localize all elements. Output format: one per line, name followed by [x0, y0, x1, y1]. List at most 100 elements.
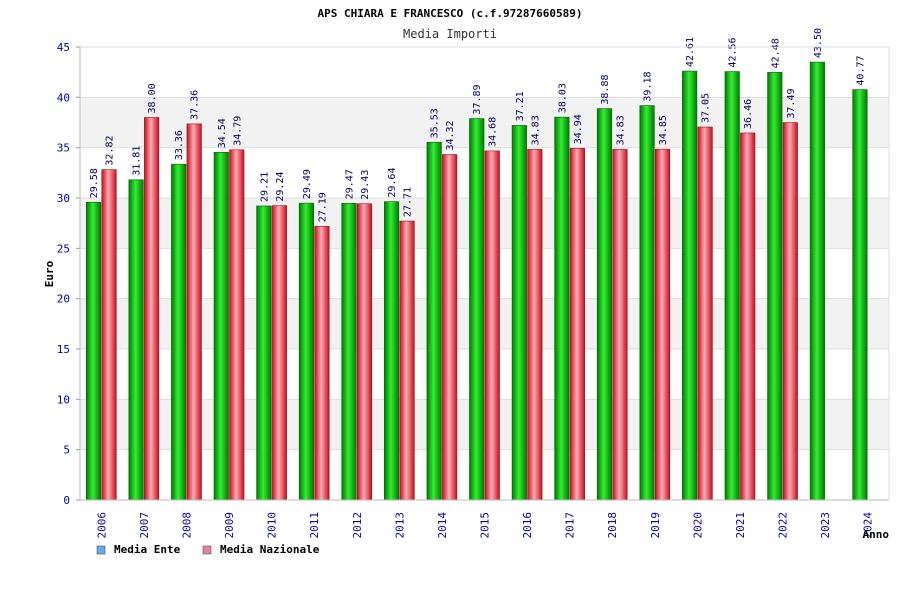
x-tick-label: 2022	[777, 512, 790, 539]
x-tick-label: 2023	[819, 512, 832, 539]
bar-ente-2018	[596, 108, 613, 501]
data-label-nazionale-2014: 34.32	[445, 120, 456, 150]
chart-subtitle: Media Importi	[403, 27, 497, 41]
x-tick-label: 2010	[266, 512, 279, 539]
x-tick-label: 2007	[138, 512, 151, 539]
bar-ente-2012	[341, 203, 357, 501]
data-label-ente-2018: 38.88	[600, 74, 611, 104]
y-tick-label: 20	[57, 293, 70, 306]
data-label-ente-2006: 29.58	[89, 168, 100, 198]
bar-ente-2023	[809, 61, 825, 501]
bar-ente-2022	[767, 72, 783, 501]
data-label-ente-2012: 29.47	[345, 169, 356, 199]
bar-ente-2011	[298, 202, 314, 501]
data-label-ente-2013: 29.64	[387, 168, 398, 198]
bar-nazionale-2010	[271, 205, 287, 501]
bar-ente-2013	[384, 201, 400, 501]
bar-nazionale-2015	[484, 150, 500, 501]
x-tick-label: 2006	[95, 512, 108, 539]
x-tick-label: 2011	[308, 512, 321, 539]
data-label-nazionale-2009: 34.79	[232, 116, 243, 146]
data-label-ente-2015: 37.89	[472, 84, 483, 114]
legend-swatch-nazionale	[202, 545, 212, 555]
bar-ente-2006	[85, 201, 102, 501]
legend-swatch-ente	[96, 545, 106, 555]
bar-ente-2016	[511, 125, 527, 501]
data-label-ente-2023: 43.50	[813, 28, 824, 58]
bar-nazionale-2006	[101, 169, 117, 501]
y-tick-label: 30	[57, 192, 70, 205]
data-label-ente-2016: 37.21	[515, 91, 526, 121]
y-tick-label: 10	[57, 393, 70, 406]
data-label-ente-2007: 31.81	[132, 146, 143, 176]
data-label-nazionale-2015: 34.68	[488, 117, 499, 147]
data-label-nazionale-2019: 34.85	[658, 115, 669, 145]
bar-ente-2021	[724, 71, 740, 501]
x-tick-label: 2021	[734, 512, 747, 539]
bar-nazionale-2021	[740, 132, 756, 501]
y-tick-label: 35	[57, 142, 70, 155]
data-label-nazionale-2008: 37.36	[190, 90, 201, 120]
bar-nazionale-2016	[527, 149, 543, 501]
y-tick-label: 40	[57, 91, 70, 104]
axes-layer: 0 5 10 15 20 25 30 35 40 45 2006 2007 2008 2009 2010 20…	[57, 41, 890, 539]
y-tick-label: 15	[57, 343, 70, 356]
x-tick-label: 2019	[649, 512, 662, 539]
bar-nazionale-2017	[569, 147, 585, 501]
x-tick-label: 2024	[862, 512, 875, 539]
data-label-ente-2021: 42.56	[728, 37, 739, 67]
bar-nazionale-2008	[186, 123, 202, 501]
x-tick-label: 2008	[180, 512, 193, 539]
data-label-nazionale-2018: 34.83	[615, 115, 626, 145]
bar-ente-2009	[213, 151, 229, 501]
bar-ente-2010	[256, 205, 272, 501]
data-label-ente-2009: 34.54	[217, 118, 228, 148]
bar-nazionale-2019	[655, 148, 671, 501]
bar-ente-2015	[469, 118, 485, 501]
bar-nazionale-2012	[356, 203, 373, 501]
bar-nazionale-2013	[399, 220, 415, 501]
data-label-nazionale-2007: 38.00	[147, 83, 158, 113]
x-tick-label: 2018	[606, 512, 619, 539]
legend-label-nazionale: Media Nazionale	[220, 543, 320, 556]
data-labels-layer: 29.58 32.82 31.81 38.00 33.36 37.36 34.54 34.79…	[89, 28, 866, 222]
data-label-ente-2010: 29.21	[259, 172, 270, 202]
x-tick-label: 2009	[223, 512, 236, 539]
data-label-ente-2022: 42.48	[770, 38, 781, 68]
bar-nazionale-2018	[612, 149, 628, 501]
x-tick-label: 2016	[521, 512, 534, 539]
y-tick-label: 0	[63, 494, 70, 507]
bar-ente-2020	[682, 70, 698, 501]
bar-nazionale-2022	[782, 122, 798, 501]
bar-ente-2008	[171, 163, 187, 501]
bar-ente-2017	[554, 116, 570, 501]
bar-ente-2014	[426, 142, 442, 501]
y-tick-label: 45	[57, 41, 70, 54]
x-tick-label: 2017	[564, 512, 577, 539]
data-label-nazionale-2006: 32.82	[105, 136, 116, 166]
data-label-ente-2011: 29.49	[302, 169, 313, 199]
bars-layer	[85, 61, 868, 501]
bar-nazionale-2020	[697, 126, 713, 501]
data-label-ente-2019: 39.18	[643, 71, 654, 101]
x-axis-title: Anno	[863, 528, 890, 541]
data-label-ente-2024: 40.77	[855, 55, 866, 85]
data-label-nazionale-2012: 29.43	[360, 170, 371, 200]
data-label-nazionale-2011: 27.19	[317, 192, 328, 222]
y-tick-label: 5	[63, 444, 70, 457]
bar-nazionale-2007	[144, 117, 160, 501]
data-label-nazionale-2016: 34.83	[530, 115, 541, 145]
chart-title: APS CHIARA E FRANCESCO (c.f.97287660589)	[318, 7, 583, 20]
y-axis-title: Euro	[43, 260, 56, 287]
x-tick-label: 2014	[436, 512, 449, 539]
data-label-nazionale-2022: 37.49	[786, 88, 797, 118]
data-label-nazionale-2017: 34.94	[573, 114, 584, 144]
bar-ente-2007	[128, 179, 144, 501]
bar-ente-2024	[852, 89, 868, 501]
x-tick-label: 2020	[691, 512, 704, 539]
data-label-nazionale-2021: 36.46	[743, 99, 754, 129]
data-label-nazionale-2013: 27.71	[403, 187, 414, 217]
x-tick-label: 2012	[351, 512, 364, 539]
data-label-ente-2017: 38.03	[557, 83, 568, 113]
